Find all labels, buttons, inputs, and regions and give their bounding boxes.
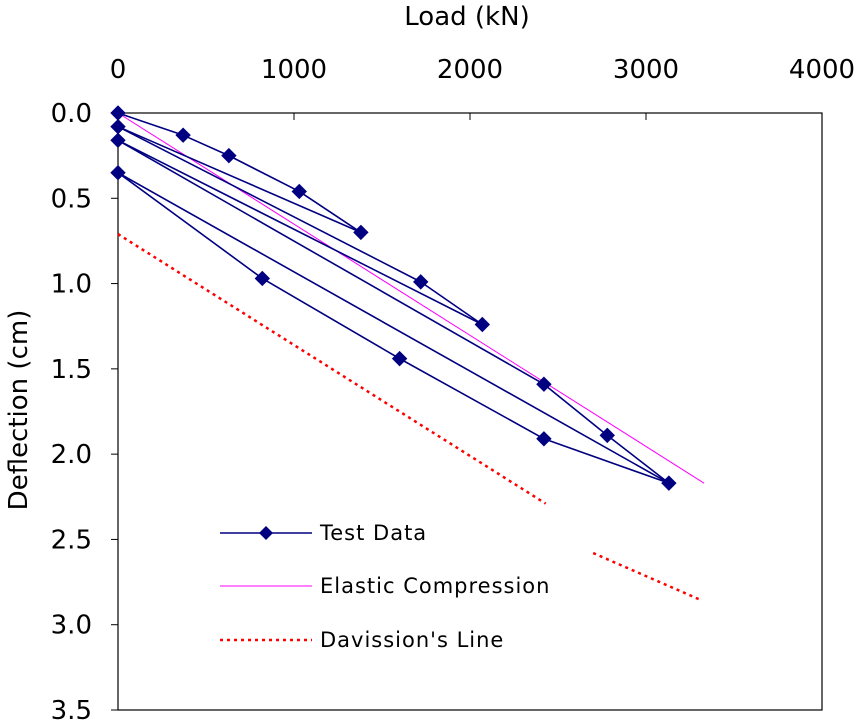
x-tick-label: 3000	[613, 55, 679, 85]
test-data-point	[110, 118, 126, 135]
x-tick-label: 1000	[261, 55, 327, 85]
test-data-segment	[543, 438, 670, 484]
davisson-line-segment	[592, 551, 700, 601]
test-data-point	[536, 376, 552, 392]
test-data-point	[391, 350, 408, 367]
legend: Test Data Elastic Compression Davission's …	[220, 521, 550, 652]
test-data-point	[175, 127, 191, 143]
test-data-point	[353, 224, 369, 241]
test-data-point	[474, 316, 491, 333]
plot-border	[117, 112, 823, 711]
test-data-point	[599, 427, 615, 444]
test-data-segment	[117, 125, 362, 234]
series-layer	[110, 105, 705, 601]
test-data-segment	[117, 172, 263, 280]
x-axis: 0 1000 2000 3000 4000	[110, 55, 855, 120]
test-data-point	[110, 164, 126, 181]
x-axis-title: Load (kN)	[404, 2, 529, 32]
test-data-point	[291, 183, 307, 200]
davisson-line-segment	[117, 233, 547, 505]
y-axis: 0.0 0.5 1.0 1.5 2.0 2.5 3.0 3.5	[51, 99, 118, 726]
test-data-segment	[606, 434, 670, 484]
test-data-segment	[182, 134, 230, 157]
y-tick-label: 2.0	[51, 440, 92, 470]
plot-area	[117, 112, 823, 711]
y-tick-label: 1.0	[51, 270, 92, 300]
test-data-point	[661, 475, 677, 491]
y-tick-label: 0.5	[51, 184, 92, 214]
y-tick-label: 2.5	[51, 525, 92, 555]
legend-label-davisson-line: Davission's Line	[320, 628, 504, 652]
y-axis-title: Deflection (cm)	[4, 310, 34, 511]
test-data-point	[254, 270, 271, 287]
test-data-segment	[117, 112, 184, 136]
test-data-point	[110, 132, 126, 148]
test-data-point	[413, 274, 429, 290]
y-tick-label: 1.5	[51, 355, 92, 385]
legend-label-test-data: Test Data	[319, 521, 427, 545]
legend-marker-test-data	[259, 526, 273, 540]
x-tick-label: 0	[110, 55, 127, 85]
test-data-segment	[420, 281, 483, 326]
x-tick-label: 4000	[789, 55, 855, 85]
test-data-segment	[117, 125, 422, 283]
y-tick-label: 3.5	[51, 696, 92, 726]
test-data-point	[536, 431, 552, 447]
test-data-segment	[399, 357, 545, 440]
test-data-segment	[298, 190, 362, 234]
test-data-segment	[261, 277, 401, 360]
y-tick-label: 0.0	[51, 99, 92, 129]
test-data-point	[110, 105, 126, 121]
elastic-compression-line	[117, 112, 705, 484]
test-data-segment	[117, 139, 483, 326]
test-data-point	[221, 147, 237, 164]
test-data-segment	[228, 154, 300, 193]
test-data-segment	[543, 383, 608, 437]
legend-label-elastic-compression: Elastic Compression	[320, 574, 550, 598]
y-tick-label: 3.0	[51, 611, 92, 641]
x-tick-label: 2000	[437, 55, 503, 85]
test-data-segment	[117, 172, 670, 484]
test-data-segment	[117, 139, 545, 385]
